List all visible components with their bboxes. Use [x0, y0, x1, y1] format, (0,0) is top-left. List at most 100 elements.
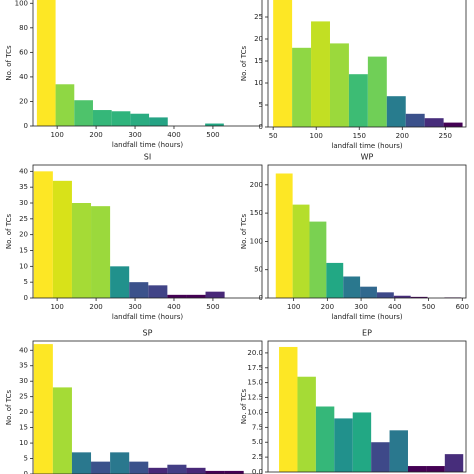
y-tick-label: 100	[250, 237, 263, 245]
y-tick-label: 5	[24, 455, 28, 463]
x-tick-label: 300	[128, 303, 141, 311]
axes-frame	[267, 340, 467, 473]
y-tick-label: 0	[259, 123, 263, 131]
bar	[167, 294, 187, 298]
bar	[376, 292, 394, 298]
y-tick-label: 5.0	[252, 438, 263, 446]
y-tick-label: 7.5	[252, 423, 263, 431]
bar	[443, 122, 463, 127]
bars	[273, 0, 463, 127]
x-tick-label: 400	[167, 131, 180, 139]
panel-title: WP	[361, 153, 374, 162]
bars	[36, 0, 224, 126]
x-axis-label: landfall time (hours)	[112, 313, 183, 321]
bars	[33, 344, 244, 474]
bar	[389, 430, 408, 472]
bar	[52, 387, 72, 474]
bar	[292, 204, 310, 298]
bar	[405, 113, 425, 127]
y-tick-label: 15	[254, 57, 263, 65]
y-tick-label: 10	[19, 439, 28, 447]
bar	[292, 47, 312, 127]
panel: 0 5 10 15 20 25 30 35 40 No. of TCs SP	[5, 329, 263, 474]
y-tick-label: 10	[19, 262, 28, 270]
bar	[279, 346, 298, 472]
bar	[186, 294, 206, 298]
y-tick-label: 40	[19, 346, 28, 354]
bar	[444, 454, 464, 472]
bar	[360, 286, 377, 298]
y-tick-label: 25	[19, 393, 28, 401]
x-tick-label: 100	[287, 303, 300, 311]
panel-title: SI	[144, 153, 151, 162]
y-tick-label: 35	[19, 362, 28, 370]
bar	[167, 464, 187, 474]
y-tick-label: 80	[19, 24, 28, 32]
y-tick-label: 0	[259, 294, 263, 302]
y-tick-label: 12.5	[247, 394, 263, 402]
y-tick-label: 5	[259, 101, 263, 109]
bar	[55, 84, 75, 126]
x-tick-label: 200	[89, 131, 102, 139]
bar	[129, 282, 149, 298]
axes-frame	[267, 164, 467, 299]
x-tick-label: 500	[206, 303, 219, 311]
y-axis-label: No. of TCs	[240, 389, 248, 425]
x-tick-label: 500	[206, 131, 219, 139]
y-tick-label: 15	[19, 247, 28, 255]
x-axis-label: landfall time (hours)	[331, 142, 402, 150]
y-tick-label: 25	[254, 13, 263, 21]
bar	[36, 0, 56, 126]
y-tick-label: 200	[250, 181, 263, 189]
y-tick-label: 15	[19, 424, 28, 432]
bar	[348, 74, 368, 127]
bar	[329, 43, 349, 127]
bar	[205, 470, 225, 474]
y-tick-label: 0	[24, 122, 28, 130]
y-tick-label: 17.5	[247, 364, 263, 372]
bar	[71, 203, 92, 298]
bar	[343, 276, 361, 298]
y-tick-label: 20	[19, 231, 28, 239]
bar	[315, 406, 335, 472]
bar	[33, 171, 53, 298]
bar	[407, 466, 427, 472]
bar	[52, 180, 72, 298]
bar	[205, 291, 225, 298]
y-tick-label: 15.0	[247, 379, 263, 387]
axes-frame	[32, 164, 263, 299]
bar	[424, 118, 444, 127]
y-tick-label: 20	[254, 35, 263, 43]
panel: 0 50 100 150 200 100 200 300 400 500 600 landfall t…	[240, 153, 469, 322]
bar	[91, 461, 111, 474]
y-tick-label: 40	[19, 73, 28, 81]
bar	[149, 117, 168, 126]
y-tick-label: 30	[19, 199, 28, 207]
y-tick-label: 150	[250, 209, 263, 217]
bars	[279, 346, 464, 472]
y-tick-label: 0	[24, 294, 28, 302]
y-tick-label: 0	[24, 470, 28, 474]
y-tick-label: 50	[254, 266, 263, 274]
bar	[74, 100, 93, 126]
y-axis-label: No. of TCs	[240, 46, 248, 82]
bar	[309, 221, 327, 298]
bar	[111, 111, 131, 126]
bar	[110, 266, 130, 298]
y-axis-label: No. of TCs	[240, 214, 248, 250]
x-tick-label: 400	[388, 303, 401, 311]
bar	[426, 466, 445, 472]
panel-title: EP	[362, 329, 372, 338]
x-tick-label: 50	[269, 132, 278, 140]
y-tick-label: 25	[19, 215, 28, 223]
y-tick-label: 30	[19, 377, 28, 385]
axes-frame	[32, 340, 263, 474]
bar	[91, 206, 111, 298]
bar	[148, 285, 168, 298]
bar	[386, 96, 406, 127]
x-tick-label: 200	[321, 303, 334, 311]
y-tick-label: 100	[15, 0, 28, 7]
bar	[410, 296, 428, 298]
y-tick-label: 35	[19, 183, 28, 191]
bar	[186, 467, 206, 474]
